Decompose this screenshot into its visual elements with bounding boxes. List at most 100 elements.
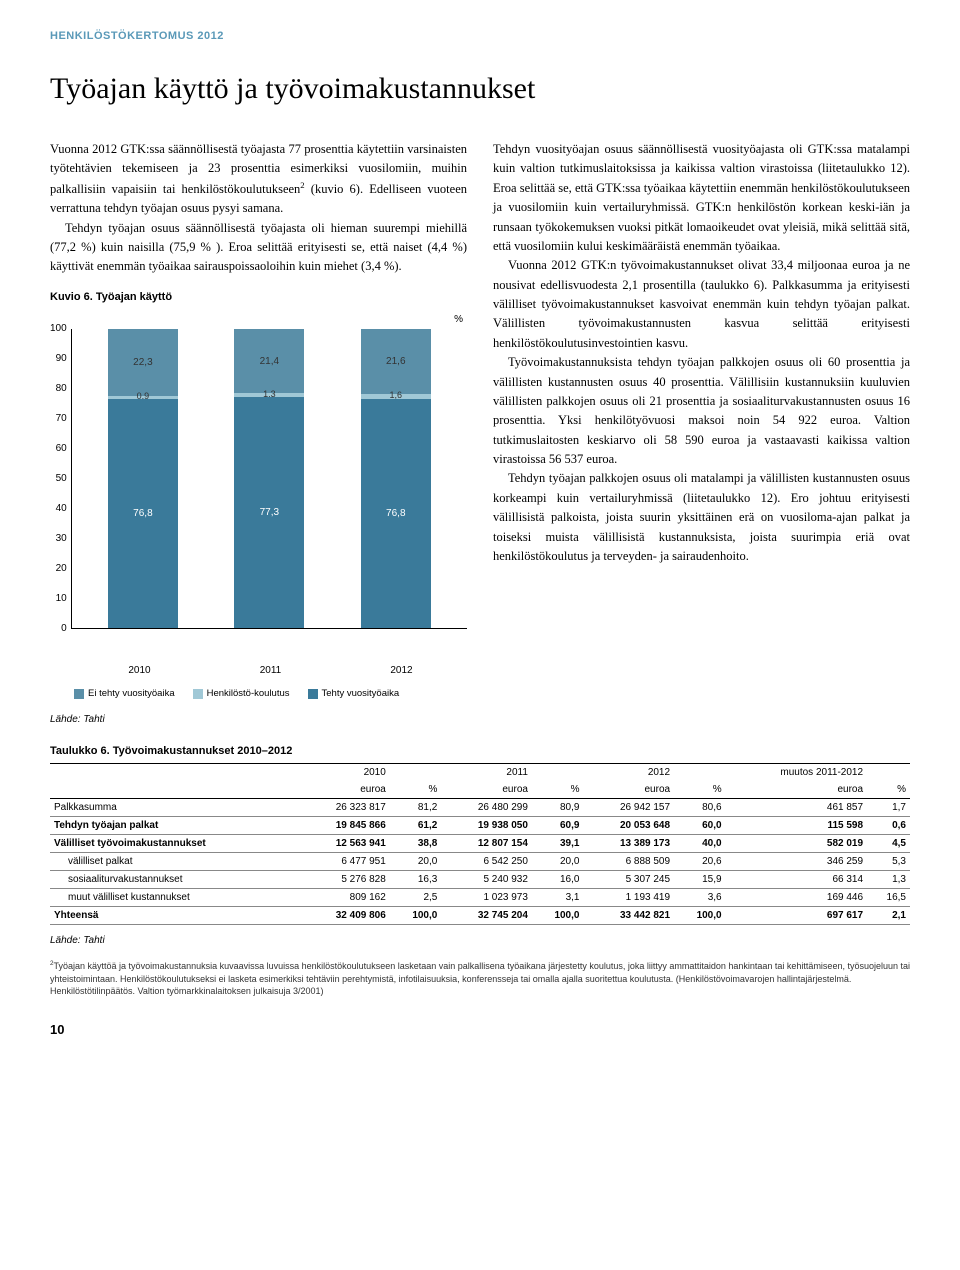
table-cell: 16,3 [390, 871, 442, 889]
table-cell: 0,6 [867, 817, 910, 835]
bar-segment-top: 22,3 [108, 329, 178, 396]
table-header-cell [390, 764, 442, 782]
x-label: 2010 [105, 663, 175, 679]
table-title: Taulukko 6. Työvoimakustannukset 2010–20… [50, 745, 910, 757]
cost-table: 201020112012muutos 2011-2012 euroa%euroa… [50, 763, 910, 925]
chart-source: Lähde: Tahti [50, 712, 467, 728]
table-cell: 20,6 [674, 853, 726, 871]
table-cell: 16,5 [867, 889, 910, 907]
table-cell: 346 259 [726, 853, 867, 871]
table-cell: 6 542 250 [441, 853, 532, 871]
table-subheader-cell: euroa [441, 781, 532, 799]
footnote: 2Työajan käyttöä ja työvoimakustannuksia… [50, 960, 910, 998]
y-axis: 1009080706050403020100 [50, 329, 71, 629]
table-cell: 2,1 [867, 907, 910, 925]
table-cell: 38,8 [390, 835, 442, 853]
table-subheader-cell: % [867, 781, 910, 799]
right-p4: Tehdyn työajan palkkojen osuus oli matal… [493, 469, 910, 566]
bar-group: 21,41,377,3 [234, 329, 304, 628]
table-cell: 13 389 173 [583, 835, 674, 853]
table-row: Välilliset työvoimakustannukset12 563 94… [50, 835, 910, 853]
table-header-cell [50, 764, 299, 782]
table-subheader-cell: % [390, 781, 442, 799]
table-cell: Välilliset työvoimakustannukset [50, 835, 299, 853]
table-cell: 61,2 [390, 817, 442, 835]
legend-label: Henkilöstö-koulutus [207, 687, 290, 702]
table-row: Palkkasumma26 323 81781,226 480 29980,92… [50, 799, 910, 817]
table-cell: 1,7 [867, 799, 910, 817]
table-cell: 582 019 [726, 835, 867, 853]
table-cell: 26 480 299 [441, 799, 532, 817]
table-cell: 26 942 157 [583, 799, 674, 817]
table-header-cell: 2010 [299, 764, 390, 782]
right-p2: Vuonna 2012 GTK:n työvoimakustannukset o… [493, 256, 910, 353]
table-cell: 5 240 932 [441, 871, 532, 889]
table-cell: 697 617 [726, 907, 867, 925]
table-cell: 100,0 [674, 907, 726, 925]
table-subheader-cell: euroa [726, 781, 867, 799]
table-cell: 32 745 204 [441, 907, 532, 925]
table-cell: muut välilliset kustannukset [50, 889, 299, 907]
left-p1: Vuonna 2012 GTK:ssa säännöllisestä työaj… [50, 140, 467, 219]
right-column: Tehdyn vuosityöajan osuus säännöllisestä… [493, 140, 910, 727]
y-unit: % [50, 312, 467, 328]
table-header-cell: muutos 2011-2012 [726, 764, 867, 782]
table-cell: 5 276 828 [299, 871, 390, 889]
table-cell: 115 598 [726, 817, 867, 835]
x-label: 2012 [367, 663, 437, 679]
legend-swatch [193, 689, 203, 699]
table-cell: 39,1 [532, 835, 584, 853]
chart-bars: 22,30,976,8 21,41,377,3 21,61,676,8 [71, 329, 467, 629]
table-header-years: 2010 2011 2012 muutos 2011-2012 [50, 764, 910, 782]
bar-group: 22,30,976,8 [108, 329, 178, 628]
bar-segment-bot: 76,8 [108, 399, 178, 629]
table-cell: 4,5 [867, 835, 910, 853]
table-cell: 169 446 [726, 889, 867, 907]
table-cell: 80,6 [674, 799, 726, 817]
table-cell: 6 888 509 [583, 853, 674, 871]
table-cell: 66 314 [726, 871, 867, 889]
table-header-cell: 2011 [441, 764, 532, 782]
legend-swatch [74, 689, 84, 699]
bar-segment-bot: 77,3 [234, 397, 304, 628]
table-row: Tehdyn työajan palkat19 845 86661,219 93… [50, 817, 910, 835]
table-source: Lähde: Tahti [50, 935, 910, 946]
page-number: 10 [50, 1022, 910, 1037]
legend-label: Ei tehty vuosityöaika [88, 687, 175, 702]
table-cell: välilliset palkat [50, 853, 299, 871]
chart: % 1009080706050403020100 22,30,976,8 21,4… [50, 312, 467, 702]
bar-group: 21,61,676,8 [361, 329, 431, 628]
table-body: Palkkasumma26 323 81781,226 480 29980,92… [50, 799, 910, 925]
table-header-cell [674, 764, 726, 782]
chart-title: Kuvio 6. Työajan käyttö [50, 289, 467, 306]
table-cell: 20 053 648 [583, 817, 674, 835]
table-cell: sosiaaliturvakustannukset [50, 871, 299, 889]
table-cell: 3,6 [674, 889, 726, 907]
table-cell: 60,0 [674, 817, 726, 835]
table-cell: 15,9 [674, 871, 726, 889]
table-cell: 809 162 [299, 889, 390, 907]
table-header-cell [532, 764, 584, 782]
x-label: 2011 [236, 663, 306, 679]
left-p2: Tehdyn työajan osuus säännöllisestä työa… [50, 219, 467, 277]
table-cell: 1 193 419 [583, 889, 674, 907]
chart-legend: Ei tehty vuosityöaika Henkilöstö-koulutus… [50, 679, 467, 702]
table-subheader-cell: euroa [583, 781, 674, 799]
table-cell: Palkkasumma [50, 799, 299, 817]
left-column: Vuonna 2012 GTK:ssa säännöllisestä työaj… [50, 140, 467, 727]
table-cell: Yhteensä [50, 907, 299, 925]
table-cell: 12 807 154 [441, 835, 532, 853]
legend-item: Ei tehty vuosityöaika [74, 687, 175, 702]
table-cell: 81,2 [390, 799, 442, 817]
table-cell: 19 845 866 [299, 817, 390, 835]
table-cell: 5,3 [867, 853, 910, 871]
table-subheader-cell: % [532, 781, 584, 799]
table-cell: 20,0 [532, 853, 584, 871]
table-header-cell: 2012 [583, 764, 674, 782]
table-cell: 2,5 [390, 889, 442, 907]
table-cell: 33 442 821 [583, 907, 674, 925]
x-labels: 2010 2011 2012 [50, 659, 467, 679]
bar-segment-bot: 76,8 [361, 399, 431, 629]
table-cell: 26 323 817 [299, 799, 390, 817]
page-title: Työajan käyttö ja työvoimakustannukset [50, 72, 910, 106]
